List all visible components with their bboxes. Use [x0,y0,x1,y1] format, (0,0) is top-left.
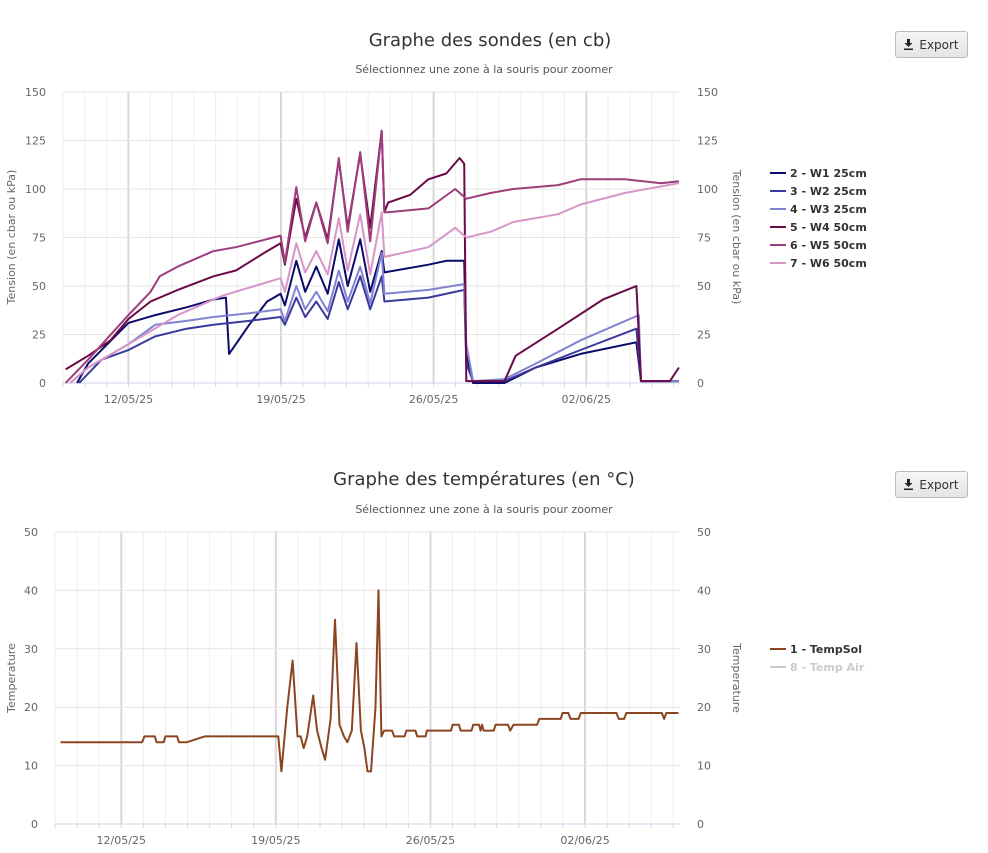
y-axis-title-right: Tension (en cbar ou kPa) [730,169,743,305]
legend-item[interactable]: 3 - W2 25cm [790,185,867,198]
y-tick-label-right: 10 [697,760,711,773]
y-tick-label-right: 125 [697,135,718,148]
y-tick-label-right: 25 [697,329,711,342]
y-tick-label-right: 40 [697,584,711,597]
y-tick-label-left: 25 [32,329,46,342]
series-line-1 [78,275,679,384]
y-tick-label-right: 75 [697,232,711,245]
x-tick-label: 12/05/25 [104,393,153,406]
y-tick-label-left: 30 [24,643,38,656]
export-label: Export [919,37,959,52]
y-tick-label-right: 150 [697,86,718,99]
chart-sondes[interactable]: Graphe des sondes (en cb) Sélectionnez u… [5,30,867,406]
x-tick-label: 02/06/25 [560,834,609,847]
series-line-2 [69,252,679,384]
y-tick-label-left: 40 [24,584,38,597]
chart-temperatures[interactable]: Graphe des températures (en °C) Sélectio… [5,469,865,847]
chart-title: Graphe des sondes (en cb) [369,30,612,51]
legend-item[interactable]: 1 - TempSol [790,643,862,656]
y-tick-label-left: 0 [39,377,46,390]
y-tick-label-right: 100 [697,183,718,196]
download-icon [904,479,914,490]
export-button-sondes[interactable]: Export [895,31,968,58]
chart-subtitle: Sélectionnez une zone à la souris pour z… [355,63,613,76]
y-tick-label-right: 30 [697,643,711,656]
y-tick-label-left: 20 [24,701,38,714]
export-button-temperatures[interactable]: Export [895,471,968,498]
legend-item[interactable]: 6 - W5 50cm [790,239,867,252]
y-tick-label-left: 150 [25,86,46,99]
x-tick-label: 12/05/25 [97,834,146,847]
y-tick-label-left: 0 [31,818,38,831]
x-tick-label: 26/05/25 [409,393,458,406]
y-tick-label-right: 0 [697,377,704,390]
download-icon [904,39,914,50]
y-tick-label-left: 125 [25,135,46,148]
series-line-4 [64,129,680,384]
legend-item[interactable]: 8 - Temp Air [790,661,865,674]
chart-title: Graphe des températures (en °C) [333,469,635,490]
series-line-0 [60,589,679,773]
y-tick-label-right: 0 [697,818,704,831]
legend-item[interactable]: 5 - W4 50cm [790,221,867,234]
x-tick-label: 19/05/25 [256,393,305,406]
y-tick-label-right: 50 [697,280,711,293]
export-label: Export [919,477,959,492]
x-tick-label: 02/06/25 [562,393,611,406]
y-tick-label-right: 50 [697,526,711,539]
legend-item[interactable]: 2 - W1 25cm [790,167,867,180]
series-line-5 [69,182,680,384]
y-axis-title-left: Temperature [5,643,18,714]
x-tick-label: 19/05/25 [251,834,300,847]
legend-item[interactable]: 4 - W3 25cm [790,203,867,216]
y-tick-label-left: 50 [24,526,38,539]
y-tick-label-left: 100 [25,183,46,196]
y-axis-title-left: Tension (en cbar ou kPa) [5,170,18,306]
x-tick-label: 26/05/25 [406,834,455,847]
series-line-0 [76,238,679,384]
chart-subtitle: Sélectionnez une zone à la souris pour z… [355,503,613,516]
y-tick-label-left: 10 [24,760,38,773]
legend-item[interactable]: 7 - W6 50cm [790,257,867,270]
y-tick-label-left: 50 [32,280,46,293]
y-tick-label-right: 20 [697,701,711,714]
y-tick-label-left: 75 [32,232,46,245]
y-axis-title-right: Temperature [730,642,743,713]
